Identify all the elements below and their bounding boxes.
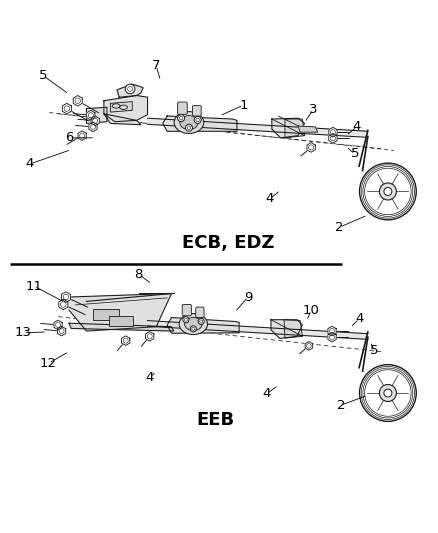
- Text: 13: 13: [14, 326, 32, 340]
- Circle shape: [190, 326, 196, 332]
- Circle shape: [177, 115, 184, 122]
- Polygon shape: [73, 95, 82, 106]
- Polygon shape: [327, 333, 336, 342]
- FancyBboxPatch shape: [192, 106, 201, 116]
- Text: ECB, EDZ: ECB, EDZ: [182, 233, 274, 252]
- Circle shape: [378, 384, 396, 401]
- Polygon shape: [304, 342, 312, 350]
- Polygon shape: [104, 95, 147, 122]
- Ellipse shape: [174, 111, 203, 133]
- Text: 4: 4: [25, 157, 34, 171]
- Polygon shape: [86, 110, 95, 120]
- Ellipse shape: [180, 116, 198, 130]
- Text: 11: 11: [25, 280, 42, 293]
- Polygon shape: [121, 336, 130, 345]
- Polygon shape: [328, 127, 336, 137]
- Polygon shape: [284, 119, 304, 138]
- Circle shape: [378, 183, 396, 200]
- Polygon shape: [78, 131, 86, 140]
- Circle shape: [194, 116, 201, 124]
- Polygon shape: [69, 294, 171, 331]
- Polygon shape: [91, 116, 99, 126]
- Text: 5: 5: [39, 69, 47, 82]
- Circle shape: [198, 318, 204, 325]
- Text: 1: 1: [239, 99, 247, 111]
- Text: 4: 4: [262, 387, 270, 400]
- Polygon shape: [59, 299, 68, 310]
- Text: 3: 3: [308, 103, 317, 116]
- Polygon shape: [61, 292, 71, 302]
- Polygon shape: [167, 318, 239, 333]
- Ellipse shape: [184, 318, 201, 330]
- Text: 12: 12: [40, 357, 57, 370]
- Polygon shape: [306, 143, 314, 152]
- Text: 2: 2: [335, 221, 343, 234]
- Polygon shape: [147, 320, 367, 340]
- Text: 4: 4: [352, 120, 360, 133]
- Polygon shape: [86, 107, 107, 124]
- Polygon shape: [57, 326, 66, 336]
- Polygon shape: [54, 320, 62, 330]
- Text: 5: 5: [350, 148, 358, 160]
- Text: 7: 7: [152, 59, 160, 72]
- Circle shape: [383, 389, 391, 397]
- Text: 4: 4: [265, 192, 273, 205]
- Text: 5: 5: [369, 344, 378, 357]
- Text: 10: 10: [302, 304, 319, 317]
- Polygon shape: [62, 103, 71, 114]
- Circle shape: [383, 188, 391, 196]
- Polygon shape: [327, 326, 336, 336]
- Polygon shape: [283, 320, 302, 338]
- Polygon shape: [328, 133, 336, 143]
- Text: 2: 2: [336, 399, 344, 411]
- Text: 4: 4: [354, 312, 363, 325]
- Text: 6: 6: [65, 131, 73, 144]
- Polygon shape: [147, 118, 367, 138]
- FancyBboxPatch shape: [182, 304, 191, 316]
- Text: 4: 4: [145, 372, 154, 384]
- FancyBboxPatch shape: [177, 102, 187, 114]
- Polygon shape: [162, 116, 237, 131]
- Polygon shape: [104, 114, 141, 125]
- Polygon shape: [117, 84, 143, 97]
- FancyBboxPatch shape: [195, 307, 204, 318]
- Circle shape: [183, 317, 188, 323]
- Text: 9: 9: [243, 290, 251, 303]
- Polygon shape: [270, 320, 302, 338]
- Circle shape: [125, 84, 134, 94]
- Polygon shape: [297, 126, 317, 132]
- Text: EEB: EEB: [196, 411, 233, 429]
- Ellipse shape: [179, 313, 207, 335]
- Polygon shape: [88, 122, 97, 132]
- Circle shape: [185, 124, 192, 131]
- Bar: [93, 309, 119, 320]
- Polygon shape: [69, 323, 173, 331]
- Text: 8: 8: [134, 268, 143, 281]
- Polygon shape: [271, 118, 304, 138]
- Polygon shape: [145, 332, 153, 341]
- Bar: [109, 316, 133, 326]
- Polygon shape: [110, 102, 132, 112]
